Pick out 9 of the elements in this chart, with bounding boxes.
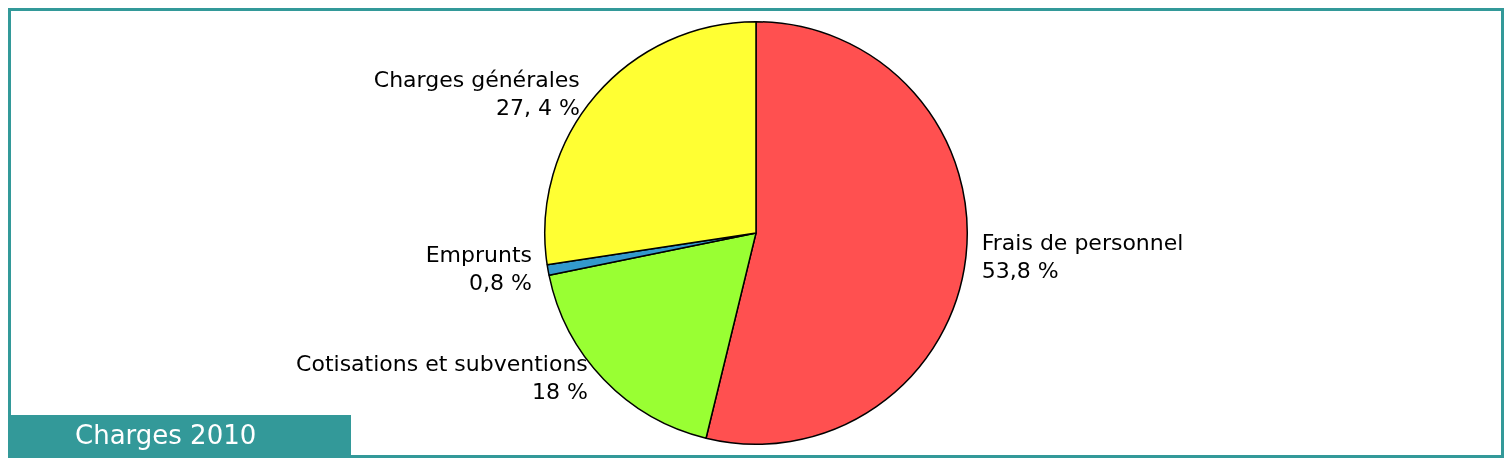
slice-label: Charges générales	[373, 67, 580, 93]
data-label: 18 %	[531, 379, 588, 405]
slice-label: Frais de personnel	[981, 229, 1184, 255]
text: Charges 2010	[11, 415, 351, 455]
data-label: 0,8 %	[469, 269, 533, 295]
slice-label: Emprunts	[425, 241, 533, 267]
slice-label: Cotisations et subventions	[296, 351, 588, 377]
data-label: 27, 4 %	[495, 95, 580, 121]
data-label: 53,8 %	[981, 257, 1059, 283]
